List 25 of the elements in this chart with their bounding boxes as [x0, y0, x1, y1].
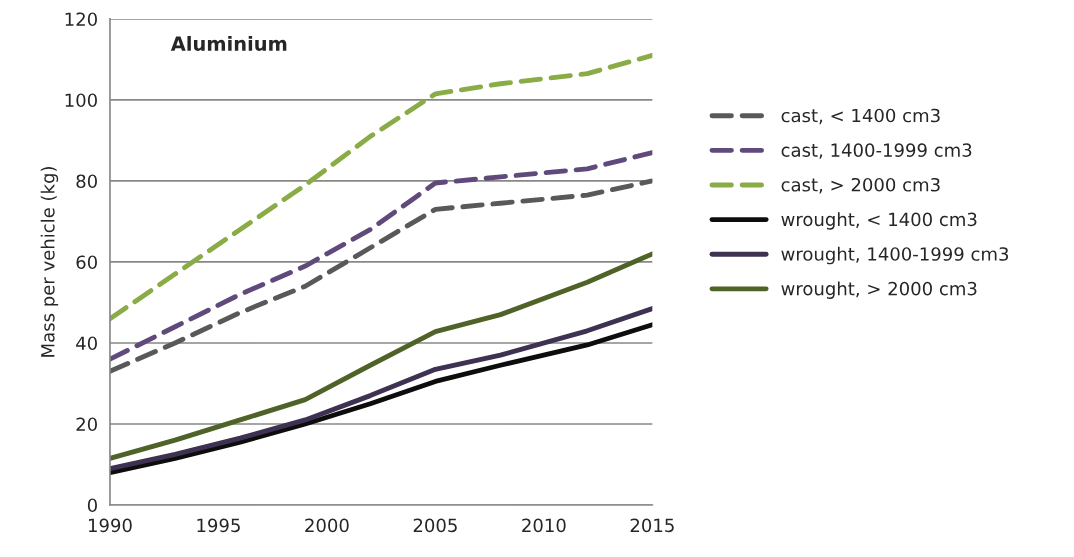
line-series	[109, 251, 653, 461]
y-tick-label: 60	[76, 255, 97, 270]
legend-label: wrought, 1400-1999 cm3	[781, 246, 1009, 265]
text: Aluminium	[170, 35, 287, 51]
x-tick-label: 1990	[88, 518, 132, 533]
y-tick-label: 20	[76, 417, 97, 432]
x-tick-label: 2005	[413, 518, 457, 533]
legend-label: wrought, < 1400 cm3	[781, 212, 977, 230]
line-series	[109, 178, 653, 374]
line-series	[109, 150, 653, 362]
x-tick-label: 1995	[197, 518, 240, 533]
legend-label: cast, < 1400 cm3	[781, 108, 940, 125]
y-axis-title: Mass per vehicle (kg)	[40, 167, 59, 357]
x-tick-label: 2015	[630, 518, 674, 533]
y-tick-label: 100	[65, 93, 97, 108]
x-tick-label: 2000	[305, 518, 349, 533]
y-tick-label: 40	[76, 336, 97, 351]
legend-label: cast, 1400-1999 cm3	[781, 143, 972, 159]
line-series	[109, 52, 653, 322]
x-tick-label: 2010	[522, 518, 566, 533]
y-tick-label: 120	[65, 12, 97, 27]
y-tick-label: 80	[76, 174, 97, 189]
y-tick-label: 0	[87, 498, 97, 513]
legend-label: wrought, > 2000 cm3	[781, 281, 977, 299]
legend-label: cast, > 2000 cm3	[781, 177, 940, 194]
